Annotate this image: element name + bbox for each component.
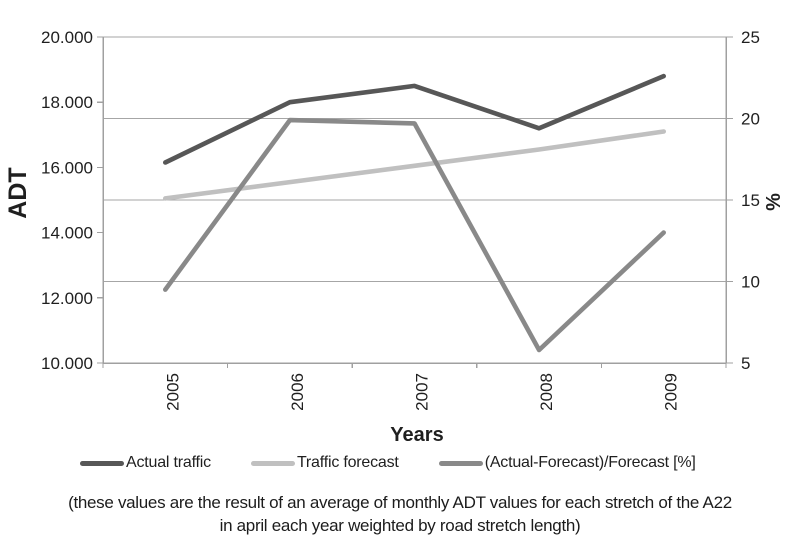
left-axis-tick-label: 14.000 xyxy=(41,224,93,243)
legend-entry-traffic-forecast: Traffic forecast xyxy=(250,454,399,472)
left-axis-tick-label: 12.000 xyxy=(41,289,93,308)
left-axis-tick-label: 20.000 xyxy=(41,28,93,47)
legend-entry-actual-traffic: Actual traffic xyxy=(80,454,211,472)
legend-line-marker-icon xyxy=(80,460,124,466)
caption-line-1: (these values are the result of an avera… xyxy=(68,493,732,512)
chart-legend: Actual traffic Traffic forecast (Actual-… xyxy=(80,453,696,473)
legend-line-marker-icon xyxy=(250,460,295,466)
figure-caption: (these values are the result of an avera… xyxy=(0,491,800,537)
tick-labels-layer: 20.000 18.000 16.000 14.000 12.000 10.000 25 20… xyxy=(41,28,760,411)
chart-canvas: 20.000 18.000 16.000 14.000 12.000 10.000 25 20… xyxy=(4,28,785,446)
right-axis-tick-label: 15 xyxy=(741,191,760,210)
right-axis-title: % xyxy=(763,193,785,211)
axes-layer xyxy=(97,36,733,368)
x-axis-tick-label: 2007 xyxy=(413,373,432,411)
x-axis-tick-label: 2006 xyxy=(288,373,307,411)
legend-label: Traffic forecast xyxy=(296,454,399,471)
legend-label: Actual traffic xyxy=(126,454,211,471)
left-axis-tick-label: 18.000 xyxy=(41,93,93,112)
series-line xyxy=(163,73,667,165)
left-axis-title: ADT xyxy=(4,167,32,218)
series-line xyxy=(163,129,667,201)
right-axis-tick-label: 10 xyxy=(741,273,760,292)
x-axis-tick-label: 2009 xyxy=(662,373,681,411)
right-axis-tick-label: 5 xyxy=(741,354,750,373)
series-line xyxy=(163,117,667,353)
caption-line-2: in april each year weighted by road stre… xyxy=(219,516,581,535)
x-axis-title: Years xyxy=(390,424,443,446)
legend-entry-actual-forecast-pct: (Actual-Forecast)/Forecast [%] xyxy=(438,454,696,472)
right-axis-tick-label: 25 xyxy=(741,28,760,47)
x-axis-tick-label: 2008 xyxy=(537,373,556,411)
x-axis-tick-label: 2005 xyxy=(163,373,182,411)
left-axis-tick-label: 16.000 xyxy=(41,158,93,177)
right-axis-tick-label: 20 xyxy=(741,110,760,129)
left-axis-tick-label: 10.000 xyxy=(41,354,93,373)
legend-line-marker-icon xyxy=(438,460,483,466)
data-series-layer xyxy=(163,73,667,353)
legend-label: (Actual-Forecast)/Forecast [%] xyxy=(484,454,696,471)
